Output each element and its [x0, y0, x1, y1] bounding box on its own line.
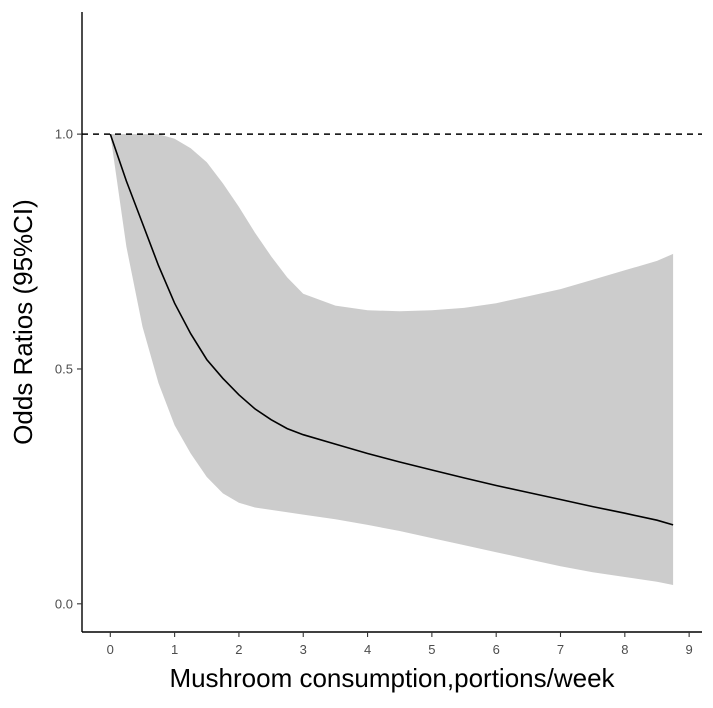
x-tick-label: 1	[171, 642, 178, 657]
x-tick-label: 4	[364, 642, 371, 657]
x-tick-label: 6	[493, 642, 500, 657]
y-axis-title: Odds Ratios (95%CI)	[8, 199, 38, 445]
x-axis-title: Mushroom consumption,portions/week	[169, 663, 615, 693]
confidence-band	[110, 134, 674, 585]
x-tick-label: 8	[621, 642, 628, 657]
x-tick-label: 2	[235, 642, 242, 657]
x-tick-label: 3	[300, 642, 307, 657]
x-tick-label: 9	[686, 642, 693, 657]
y-tick-label: 0.0	[55, 596, 73, 611]
odds-ratio-line	[109, 133, 674, 526]
y-tick-label: 1.0	[55, 127, 73, 142]
axes: 0 1 2 3 4 5 6 7 8 9 0.0 0.5 1.0	[55, 12, 702, 657]
x-tick-label: 7	[557, 642, 564, 657]
plot-area	[82, 133, 702, 585]
y-tick-label: 0.5	[55, 361, 73, 376]
x-tick-label: 0	[107, 642, 114, 657]
x-tick-label: 5	[428, 642, 435, 657]
